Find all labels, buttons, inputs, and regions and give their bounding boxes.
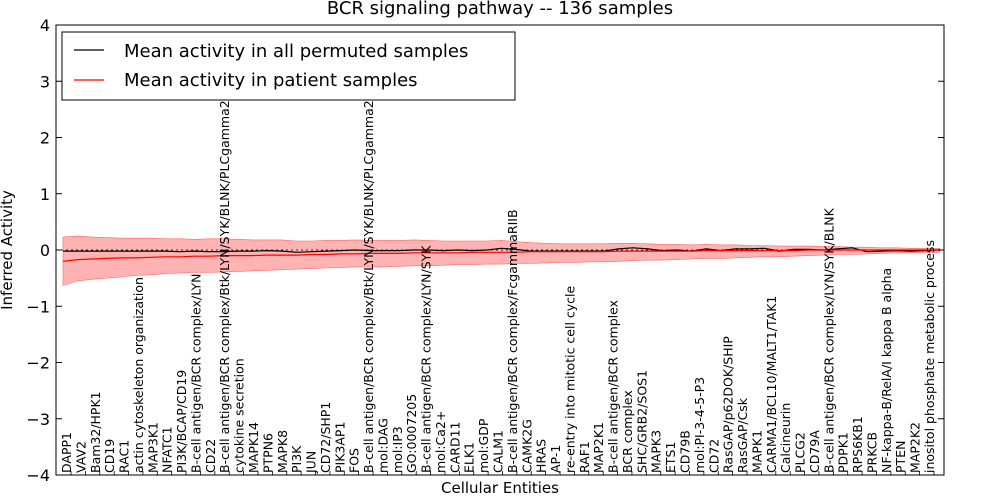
x-tick-label: RasGAP/p62DOK/SHIP bbox=[721, 336, 736, 473]
x-tick-label: PLCG2 bbox=[793, 432, 808, 473]
series-line-patient bbox=[62, 249, 940, 262]
x-axis-label: Cellular Entities bbox=[441, 479, 559, 497]
x-tick-label: PTPN6 bbox=[260, 433, 275, 473]
x-tick-label: re-entry into mitotic cell cycle bbox=[562, 285, 577, 473]
x-tick-label: mol:GDP bbox=[476, 418, 491, 473]
x-tick-label: PIK3AP1 bbox=[332, 422, 347, 473]
x-tick-label: RAC1 bbox=[117, 440, 132, 473]
y-tick-label: 2 bbox=[40, 129, 50, 148]
x-tick-label: B-cell antigen/BCR complex/LYN/SYK/BLNK bbox=[821, 207, 836, 473]
x-tick-label: RasGAP/Csk bbox=[735, 397, 750, 473]
x-tick-label: Bam32/HPK1 bbox=[88, 391, 103, 473]
x-tick-label: CAMK2G bbox=[519, 419, 534, 473]
series-line-permuted bbox=[63, 247, 941, 253]
x-tick-label: B-cell antigen/BCR complex/LYN bbox=[188, 274, 203, 474]
x-tick-label: AP-1 bbox=[548, 445, 563, 473]
x-tick-label: MAP2K1 bbox=[591, 422, 606, 473]
x-tick-label: FOS bbox=[347, 448, 362, 473]
y-tick-label: −4 bbox=[26, 466, 50, 485]
x-tick-label: PI3K/BCAP/CD19 bbox=[174, 370, 189, 473]
x-tick-label: MAPK3 bbox=[649, 430, 664, 473]
x-tick-label: CD72/SHP1 bbox=[318, 402, 333, 473]
x-tick-label: CARD11 bbox=[447, 422, 462, 474]
legend: Mean activity in all permuted samples Me… bbox=[61, 31, 516, 101]
x-tick-label: B-cell antigen/BCR complex/FcgammaRIIB bbox=[505, 209, 520, 473]
plot-area bbox=[56, 235, 944, 286]
y-tick-label: −3 bbox=[26, 410, 50, 429]
legend-label-patient: Mean activity in patient samples bbox=[124, 70, 418, 91]
x-tick-label: MAPK1 bbox=[749, 430, 764, 473]
y-tick-label: −2 bbox=[26, 354, 50, 373]
x-tick-label: B-cell antigen/BCR complex bbox=[606, 300, 621, 473]
x-tick-label: RAF1 bbox=[577, 441, 592, 473]
x-tick-label: CARMA1/BCL10/MALT1/TAK1 bbox=[764, 296, 779, 473]
x-tick-label: CD72 bbox=[706, 439, 721, 473]
x-tick-label: CD22 bbox=[203, 439, 218, 473]
x-tick-label: BCR complex bbox=[620, 390, 635, 473]
x-tick-label: ETS1 bbox=[663, 442, 678, 473]
x-tick-label: mol:IP3 bbox=[390, 426, 405, 473]
x-tick-label: MAP2K2 bbox=[908, 422, 923, 473]
x-tick-label: CD19 bbox=[102, 439, 117, 473]
x-tick-label: mol:Ca2+ bbox=[433, 411, 448, 473]
x-tick-label: VAV2 bbox=[73, 441, 88, 473]
x-tick-label: B-cell antigen/BCR complex/Btk/LYN/SYK/B… bbox=[217, 100, 232, 473]
x-tick-label: B-cell antigen/BCR complex/Btk/LYN/SYK/B… bbox=[361, 100, 376, 473]
y-tick-label: 4 bbox=[40, 16, 50, 35]
x-tick-label: MAPK14 bbox=[246, 422, 261, 473]
y-tick-label: 3 bbox=[40, 72, 50, 91]
x-tick-label: cytokine secretion bbox=[232, 358, 247, 473]
x-tick-label: ELK1 bbox=[462, 442, 477, 473]
x-tick-label: CD79A bbox=[807, 430, 822, 473]
x-tick-label: inositol phosphate metabolic process bbox=[922, 240, 937, 473]
y-tick-label: 1 bbox=[40, 185, 50, 204]
x-tick-label: Calcineurin bbox=[778, 403, 793, 473]
y-tick-label: −1 bbox=[26, 297, 50, 316]
x-tick-label: NF-kappa-B/RelA/I kappa B alpha bbox=[879, 268, 894, 473]
x-tick-label: JUN bbox=[304, 451, 319, 474]
chart-title: BCR signaling pathway -- 136 samples bbox=[327, 0, 673, 19]
x-tick-label: CD79B bbox=[678, 430, 693, 473]
x-tick-label: PTEN bbox=[893, 441, 908, 473]
y-axis-label: Inferred Activity bbox=[0, 190, 16, 310]
x-tick-label: mol:DAG bbox=[375, 418, 390, 473]
x-tick-label: HRAS bbox=[534, 439, 549, 473]
x-tick-label: PI3K bbox=[289, 445, 304, 473]
x-tick-label: NFATC1 bbox=[160, 426, 175, 473]
legend-box bbox=[61, 31, 516, 101]
y-tick-label: 0 bbox=[40, 241, 50, 260]
x-tick-label: actin cytoskeleton organization bbox=[131, 277, 146, 473]
x-tick-label: PDPK1 bbox=[836, 432, 851, 473]
x-tick-label: GO:0007205 bbox=[404, 394, 419, 473]
x-tick-label: SHC/GRB2/SOS1 bbox=[634, 370, 649, 473]
x-tick-label: MAPK8 bbox=[275, 430, 290, 473]
x-tick-label: DAPP1 bbox=[59, 432, 74, 473]
x-tick-label: MAP3K1 bbox=[145, 422, 160, 473]
x-tick-label: B-cell antigen/BCR complex/LYN/SYK bbox=[419, 245, 434, 473]
x-tick-label: CALM1 bbox=[491, 430, 506, 473]
confidence-band bbox=[62, 235, 941, 286]
legend-label-permuted: Mean activity in all permuted samples bbox=[124, 41, 468, 62]
axes: 4 3 2 1 0 −1 −2 −3 −4 DAPP1 VAV2 Bam32/HPK1 CD19 RAC1… bbox=[26, 16, 944, 485]
x-tick-label: PRKCB bbox=[865, 432, 880, 473]
x-tick-label: RPS6KB1 bbox=[850, 416, 865, 473]
x-tick-label: mol:PI-3-4-5-P3 bbox=[692, 377, 707, 473]
